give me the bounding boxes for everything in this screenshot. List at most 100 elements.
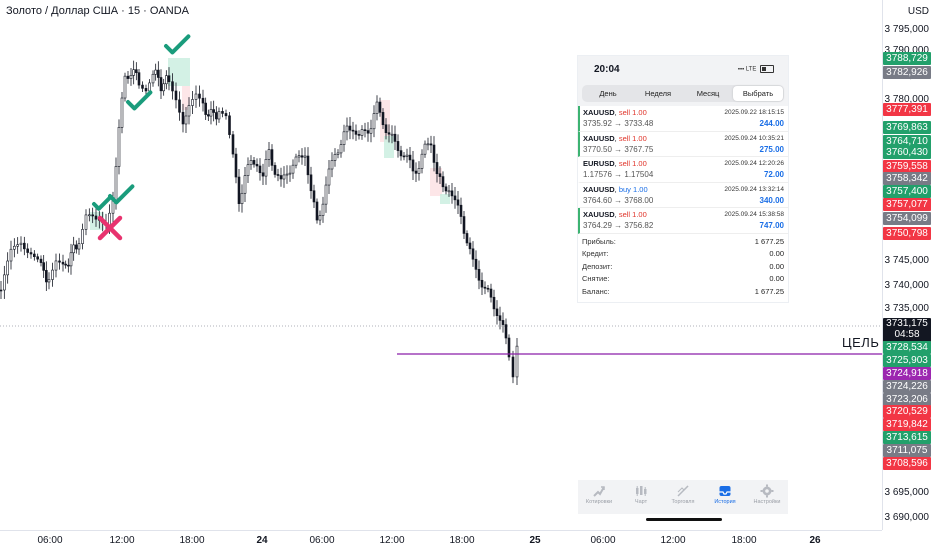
candle-body bbox=[246, 164, 250, 176]
candle-body bbox=[474, 258, 478, 270]
candle-body bbox=[258, 165, 262, 174]
candle-body bbox=[354, 130, 358, 135]
candle-body bbox=[339, 144, 343, 154]
signal-zone bbox=[440, 194, 450, 204]
candle-body bbox=[414, 170, 418, 174]
price-tag: 3708,596 bbox=[883, 457, 931, 470]
candle-body bbox=[39, 258, 43, 263]
phone-status-bar: 20:04 ▪▪▪ LTE bbox=[578, 56, 788, 82]
candle-body bbox=[288, 172, 292, 175]
price-tag: 3723,206 bbox=[883, 393, 931, 406]
deal-row[interactable]: XAUUSD, buy 1.00 2025.09.24 13:32:14 376… bbox=[578, 183, 788, 208]
candlestick-chart[interactable] bbox=[0, 0, 882, 530]
candle-body bbox=[154, 69, 157, 75]
candle-body bbox=[435, 162, 439, 175]
candle-body bbox=[312, 190, 316, 203]
candle-body bbox=[191, 99, 194, 106]
deal-row[interactable]: XAUUSD, sell 1.00 2025.09.24 15:38:58 37… bbox=[578, 208, 788, 234]
candle-body bbox=[501, 320, 505, 325]
candle-body bbox=[237, 176, 241, 205]
candle-body bbox=[405, 154, 409, 157]
candle-body bbox=[492, 296, 496, 310]
price-tick: 3 735,000 bbox=[884, 303, 930, 314]
tab-chart[interactable]: Чарт bbox=[620, 480, 662, 514]
price-tag: 3777,391 bbox=[883, 103, 931, 116]
price-tag: 3724,918 bbox=[883, 367, 931, 380]
deal-row[interactable]: EURUSD, sell 1.00 2025.09.24 12:20:26 1.… bbox=[578, 157, 788, 183]
candle-body bbox=[420, 153, 424, 169]
summary-withdrawal: Снятие: 0.00 bbox=[582, 273, 784, 286]
price-tag: 3757,400 bbox=[883, 185, 931, 198]
tab-label: Торговля bbox=[671, 499, 695, 505]
time-tick: 18:00 bbox=[179, 535, 205, 546]
candle-body bbox=[88, 214, 91, 217]
candle-body bbox=[267, 149, 271, 160]
candle-body bbox=[240, 192, 244, 205]
candle-body bbox=[215, 112, 218, 120]
candle-body bbox=[184, 115, 188, 125]
candle-body bbox=[181, 111, 185, 125]
tab-trade[interactable]: Торговля bbox=[662, 480, 704, 514]
candle-body bbox=[221, 111, 224, 114]
candle-body bbox=[417, 168, 421, 174]
candle-body bbox=[187, 105, 191, 117]
candle-body bbox=[91, 214, 94, 217]
check-mark-icon bbox=[126, 90, 153, 111]
candle-body bbox=[318, 215, 322, 221]
candle-body bbox=[198, 93, 201, 99]
candle-body bbox=[178, 99, 181, 113]
candle-body bbox=[36, 256, 39, 260]
tab-label: Котировки bbox=[585, 499, 613, 505]
tab-settings[interactable]: Настройки bbox=[746, 480, 788, 514]
price-tag: 3782,926 bbox=[883, 66, 931, 79]
candle-body bbox=[111, 200, 115, 214]
tab-history[interactable]: История bbox=[704, 480, 746, 514]
price-axis[interactable]: USD 3 795,000 3 790,000 3 785,000 3 780,… bbox=[882, 0, 932, 530]
tab-day[interactable]: День bbox=[599, 89, 617, 98]
tab-week[interactable]: Неделя bbox=[644, 89, 672, 98]
trade-icon bbox=[677, 485, 689, 497]
deal-row[interactable]: XAUUSD, sell 1.00 2025.09.22 18:15:15 37… bbox=[578, 106, 788, 132]
candle-body bbox=[336, 152, 340, 155]
signal-icon: ▪▪▪ bbox=[737, 66, 745, 73]
chart-area[interactable]: Золото / Доллар США · 15 · OANDA ЦЕЛЬ bbox=[0, 0, 882, 530]
tab-quotes[interactable]: Котировки bbox=[578, 480, 620, 514]
tab-month[interactable]: Месяц bbox=[696, 89, 720, 98]
candle-body bbox=[477, 269, 481, 281]
candle-body bbox=[273, 165, 277, 175]
deal-side: sell 1.00 bbox=[618, 108, 647, 117]
candle-body bbox=[61, 261, 65, 265]
deal-row[interactable]: XAUUSD, sell 1.00 2025.09.24 10:35:21 37… bbox=[578, 131, 788, 157]
candle-body bbox=[137, 72, 141, 86]
deal-prices: 3770.50 → 3767.75 bbox=[583, 144, 654, 154]
candle-body bbox=[204, 102, 207, 115]
candle-body bbox=[363, 129, 367, 131]
candle-body bbox=[234, 153, 238, 178]
candle-body bbox=[148, 82, 151, 92]
candle-body bbox=[498, 315, 502, 321]
tab-custom[interactable]: Выбрать bbox=[733, 86, 783, 101]
candle-body bbox=[151, 73, 155, 84]
time-tick: 06:00 bbox=[37, 535, 63, 546]
candle-body bbox=[129, 75, 133, 79]
price-tick: 3 740,000 bbox=[884, 280, 930, 291]
candle-body bbox=[468, 242, 472, 250]
candle-body bbox=[495, 308, 499, 316]
candle-body bbox=[126, 75, 130, 79]
current-price: 3731,175 bbox=[886, 318, 928, 329]
summary-profit: Прибыль: 1 677.25 bbox=[582, 236, 784, 249]
candle-body bbox=[515, 345, 519, 378]
time-tick: 06:00 bbox=[590, 535, 616, 546]
deal-profit: 244.00 bbox=[759, 119, 784, 128]
bar-countdown: 04:58 bbox=[894, 329, 920, 340]
mobile-history-panel: 20:04 ▪▪▪ LTE День Неделя Месяц Выбрать … bbox=[578, 56, 788, 302]
target-label: ЦЕЛЬ bbox=[842, 335, 880, 350]
candle-body bbox=[387, 132, 391, 135]
time-tick: 06:00 bbox=[309, 535, 335, 546]
time-axis[interactable]: 06:00 12:00 18:00 24 06:00 12:00 18:00 2… bbox=[0, 530, 882, 551]
deal-datetime: 2025.09.24 10:35:21 bbox=[724, 134, 784, 142]
check-mark-icon bbox=[92, 194, 113, 211]
candle-body bbox=[114, 166, 118, 201]
quotes-icon bbox=[593, 486, 605, 497]
candle-body bbox=[483, 286, 487, 289]
